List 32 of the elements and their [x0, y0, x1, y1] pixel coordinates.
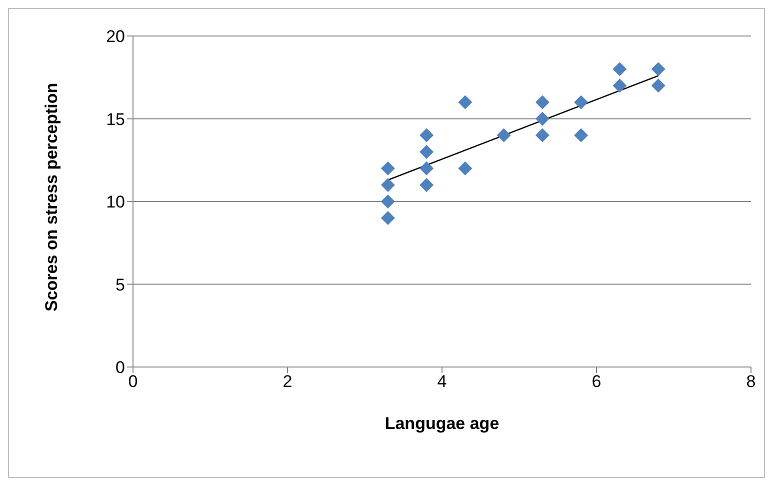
point [612, 62, 627, 76]
point [651, 62, 666, 76]
point [612, 78, 627, 93]
x-axis-title: Langugae age [384, 414, 500, 433]
point [535, 95, 550, 110]
point [380, 211, 395, 226]
y-tick-label: 5 [116, 275, 125, 294]
point [574, 128, 588, 142]
point [458, 161, 472, 176]
y-tick-label: 10 [106, 192, 125, 212]
point [651, 78, 666, 93]
point [380, 178, 395, 192]
y-axis-title: Scores on stress perception [42, 82, 62, 312]
point [574, 95, 588, 110]
point [420, 161, 434, 176]
x-tick-label: 4 [437, 372, 447, 392]
point [420, 178, 434, 192]
x-tick-label: 0 [128, 372, 138, 392]
x-tick-label: 8 [746, 372, 756, 392]
point [535, 112, 550, 126]
point [535, 128, 550, 142]
y-tick-label: 20 [106, 27, 125, 46]
x-tick-label: 2 [282, 372, 292, 392]
y-tick-label: 0 [116, 358, 125, 378]
point [420, 128, 434, 142]
point [380, 161, 395, 176]
point [420, 144, 434, 159]
point [380, 194, 395, 208]
x-tick-label: 6 [592, 372, 602, 392]
point [496, 128, 511, 142]
y-tick-label: 15 [106, 110, 125, 129]
point [458, 95, 472, 110]
